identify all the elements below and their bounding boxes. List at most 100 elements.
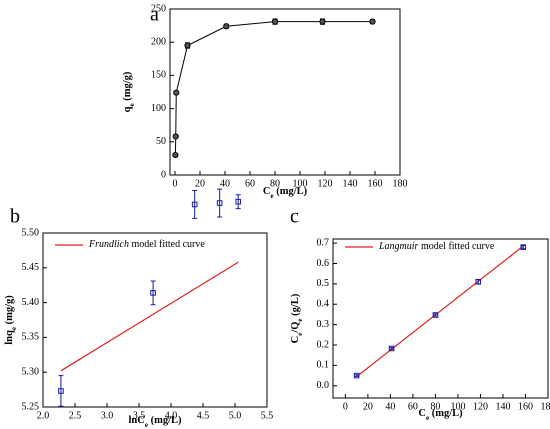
y-tick-label: 5.40 <box>22 297 40 308</box>
label-part: e <box>128 103 136 106</box>
y-tick-label: 0.2 <box>317 339 330 350</box>
x-tick-label: 40 <box>385 401 395 412</box>
x-axis-label: lnCe (mg/L) <box>129 415 182 428</box>
label-part: lnC <box>129 415 145 426</box>
error-bar <box>432 313 438 317</box>
panel-label: a <box>150 4 159 26</box>
x-tick-label: 20 <box>195 178 205 189</box>
point <box>369 18 376 25</box>
panel-label: b <box>10 206 20 228</box>
plot-frame <box>332 238 549 399</box>
plot-frame <box>42 232 268 408</box>
x-tick-label: 20 <box>363 401 373 412</box>
point <box>184 42 191 49</box>
point <box>319 18 326 25</box>
legend-part: model fitted curve <box>418 241 494 252</box>
x-tick-label: 120 <box>473 401 488 412</box>
x-tick-label: 80 <box>430 401 440 412</box>
label-part: lnq <box>4 330 15 345</box>
error-bar <box>354 374 360 377</box>
plot-frame <box>169 8 401 176</box>
x-tick-label: 180 <box>393 178 408 189</box>
y-tick-label: 50 <box>156 136 166 147</box>
x-tick-label: 60 <box>245 178 255 189</box>
y-tick-label: 0 <box>161 169 166 180</box>
legend-text: Langmuir model fitted curve <box>378 241 495 252</box>
x-tick-label: 160 <box>518 401 533 412</box>
label-part: (mg/L) <box>274 186 308 197</box>
label-part: e <box>296 318 304 321</box>
point <box>235 198 241 205</box>
x-tick-label: 4.5 <box>197 410 210 421</box>
x-tick-label: 3.0 <box>101 410 114 421</box>
x-tick-label: 80 <box>270 178 280 189</box>
point <box>58 388 64 394</box>
point <box>475 279 482 285</box>
y-tick-label: 200 <box>151 36 166 47</box>
label-part: C <box>418 408 426 419</box>
point <box>353 372 360 379</box>
label-part: e <box>10 327 18 330</box>
error-bar <box>192 190 198 219</box>
data-line <box>174 21 373 156</box>
label-part: e <box>145 421 148 429</box>
x-tick-label: 140 <box>495 401 510 412</box>
x-tick-label: 0 <box>343 401 348 412</box>
point <box>173 89 180 96</box>
y-tick-label: 5.30 <box>22 366 40 377</box>
label-part: e <box>426 414 429 422</box>
x-tick-label: 5.0 <box>229 410 242 421</box>
point <box>388 345 395 352</box>
label-part: /Q <box>290 322 301 334</box>
legend-part: Langmuir <box>378 241 419 252</box>
point <box>223 23 230 30</box>
x-tick-label: 60 <box>408 401 418 412</box>
label-part: C <box>263 186 271 197</box>
y-tick-label: 0.6 <box>317 258 330 269</box>
x-axis-label: Ce (mg/L) <box>418 408 463 421</box>
y-tick-label: 0.1 <box>317 360 330 371</box>
point <box>150 290 156 296</box>
label-part: (g/L) <box>290 293 301 318</box>
error-bar <box>217 188 223 218</box>
x-tick-label: 160 <box>368 178 383 189</box>
y-axis-label: Ce/Qe (g/L) <box>290 293 303 343</box>
point <box>172 133 179 140</box>
x-tick-label: 40 <box>220 178 230 189</box>
legend-text: Frundlich model fitted curve <box>88 239 205 250</box>
legend-part: Frundlich <box>88 239 129 250</box>
panel-label: c <box>290 206 299 228</box>
y-tick-label: 0.3 <box>317 319 330 330</box>
point <box>432 312 439 318</box>
label-part: q <box>122 106 133 112</box>
y-tick-label: 100 <box>151 103 166 114</box>
error-bar <box>235 194 241 210</box>
x-axis-label: Ce (mg/L) <box>263 186 308 199</box>
y-tick-label: 250 <box>151 3 166 14</box>
label-part: (mg/L) <box>429 408 463 419</box>
x-tick-label: 140 <box>343 178 358 189</box>
fit-line <box>356 245 524 378</box>
point <box>191 201 198 208</box>
x-tick-label: 120 <box>318 178 333 189</box>
y-tick-label: 0.7 <box>317 237 330 248</box>
label-part: (mg/g) <box>122 71 133 103</box>
y-tick-label: 0.0 <box>317 380 330 391</box>
x-tick-label: 5.5 <box>261 410 274 421</box>
y-axis-label: qe (mg/g) <box>122 71 135 112</box>
legend-part: model fitted curve <box>129 239 205 250</box>
label-part: (mg/g) <box>4 295 15 327</box>
x-tick-label: 3.5 <box>133 410 146 421</box>
error-bar <box>520 245 526 250</box>
fit-line <box>60 261 239 372</box>
label-part: e <box>296 333 304 336</box>
y-tick-label: 150 <box>151 70 166 81</box>
error-bar <box>389 347 395 350</box>
x-tick-label: 100 <box>450 401 465 412</box>
x-tick-label: 100 <box>293 178 308 189</box>
y-tick-label: 5.35 <box>22 332 40 343</box>
y-tick-label: 5.50 <box>22 227 40 238</box>
point <box>520 244 527 250</box>
y-tick-label: 0.4 <box>317 299 330 310</box>
